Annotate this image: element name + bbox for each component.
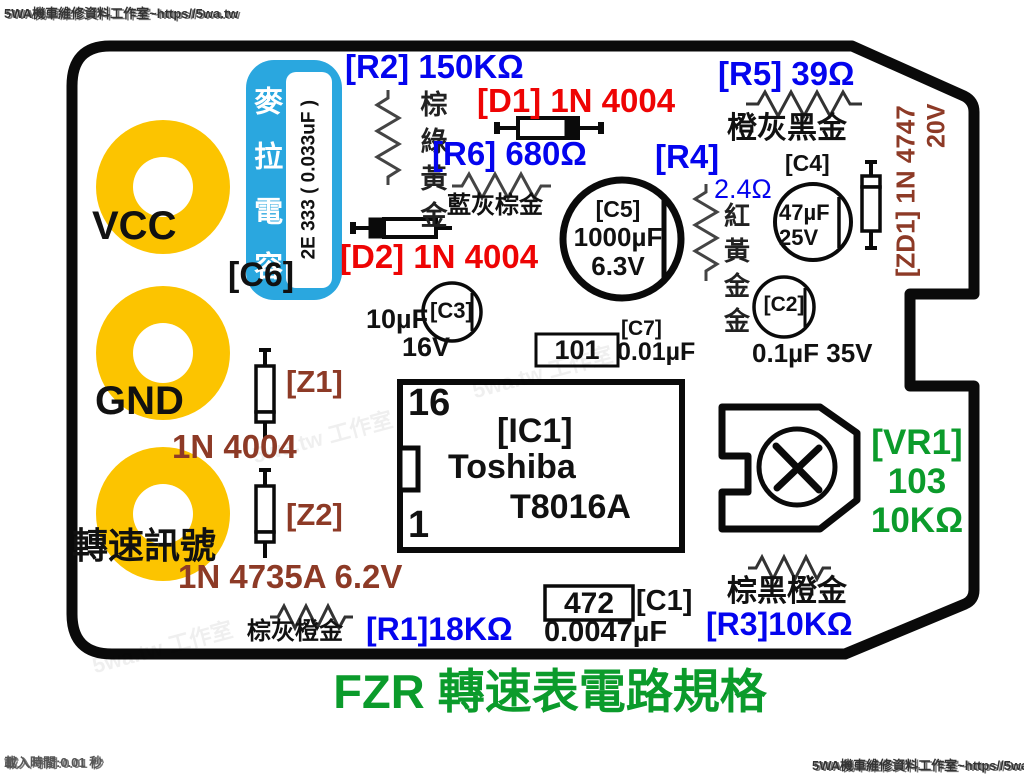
r6-bands-label: 藍灰棕金 [447, 192, 543, 219]
c2-value-label: 0.1µF 35V [752, 338, 873, 368]
r3-label: [R3]10KΩ [706, 606, 853, 642]
c5-volt-label: 6.3V [591, 251, 645, 281]
z1-ref-label: [Z1] [286, 364, 343, 399]
d1-diode-icon [494, 116, 604, 140]
z1-diode-icon [254, 348, 276, 438]
r5-bands-label: 橙灰黑金 [727, 112, 847, 145]
r6-label: [R6] 680Ω [432, 135, 587, 172]
z2-diode-icon [254, 468, 276, 558]
zd1-volt-label: 20V [922, 103, 951, 148]
c5-value-label: 1000µF [573, 222, 663, 252]
c4-capacitor-icon [773, 182, 853, 262]
d2-diode-icon [350, 217, 452, 239]
c6-capacitor-body [246, 60, 342, 300]
pad-ring-vcc [96, 120, 230, 254]
ic1-body [397, 379, 685, 553]
r1-bands-label: 棕灰橙金 [247, 618, 343, 645]
watermark-bottom-left: 載入時間:0.01 秒 [4, 755, 103, 770]
d1-label: [D1] 1N 4004 [477, 82, 676, 119]
r3-resistor-icon [748, 553, 831, 583]
c6-ref-label: [C6] [228, 256, 295, 294]
ic1-part-label: T8016A [510, 488, 631, 526]
r1-resistor-icon [270, 602, 353, 632]
c3-value-label: 10µF [366, 304, 429, 334]
r1-label: [R1]18KΩ [366, 611, 513, 647]
ic1-pin1-label: 1 [408, 504, 430, 546]
zd1-diode-icon [860, 160, 882, 250]
watermark-bottom-right: 5WA機車維修資料工作室~https//5wa.tw [812, 758, 1024, 773]
r5-label: [R5] 39Ω [718, 55, 855, 92]
pad-label-gnd: GND [95, 379, 184, 423]
r2-label: [R2] 150KΩ [345, 48, 524, 85]
r4-ref-label: [R4] [655, 138, 720, 175]
c1-code-box [543, 584, 635, 622]
c4-volt-label: 25V [779, 225, 819, 250]
c7-code-box [534, 332, 620, 368]
r5-resistor-icon [746, 88, 862, 120]
watermark-top-left: 5WA機車維修資料工作室~https//5wa.tw [4, 6, 239, 21]
c1-ref-label: [C1] [636, 585, 693, 617]
vr1-ref-label: [VR1] [871, 423, 963, 462]
r2-resistor-icon [374, 90, 402, 185]
vr1-code-label: 103 [887, 462, 947, 501]
z2-ref-label: [Z2] [286, 497, 343, 532]
c2-ref-label: [C2] [763, 293, 805, 316]
c3-volt-label: 16V [402, 332, 451, 362]
pad-ring-signal [96, 447, 230, 581]
ic1-brand-label: Toshiba [448, 448, 576, 486]
c4-value-label: 47µF [779, 200, 830, 225]
ic1-ref-label: [IC1] [497, 412, 573, 450]
vr1-value-label: 10KΩ [870, 501, 964, 540]
z2-part-label: 1N 4735A 6.2V [178, 558, 403, 595]
c3-capacitor-icon [421, 281, 483, 343]
d2-label: [D2] 1N 4004 [340, 238, 539, 275]
pad-ring-gnd [96, 286, 230, 420]
c7-ref-label: [C7] [621, 317, 662, 340]
c7-code-label: 101 [554, 335, 600, 365]
c5-capacitor-icon [559, 176, 685, 302]
c7-value-label: 0.01µF [617, 338, 696, 366]
c3-ref-label: [C3] [430, 298, 473, 323]
c1-value-label: 0.0047µF [544, 616, 668, 648]
pad-label-vcc: VCC [92, 204, 177, 248]
c1-code-label: 472 [563, 587, 615, 620]
c5-ref-label: [C5] [595, 196, 641, 222]
r4-value-label: 2.4Ω [714, 174, 772, 204]
r6-resistor-icon [452, 170, 551, 202]
c6-value-label: 2E 333 ( 0.033uF ) [298, 99, 320, 260]
ic1-pin16-label: 16 [408, 382, 451, 424]
r2-bands-label: 棕綠黃金 [416, 90, 447, 238]
r4-resistor-icon [692, 184, 720, 281]
z1-part-label: 1N 4004 [172, 428, 297, 465]
c4-ref-label: [C4] [785, 150, 830, 176]
c2-capacitor-icon [752, 275, 816, 339]
page-title: FZR 轉速表電路規格 [333, 665, 767, 718]
r3-bands-label: 棕黑橙金 [727, 575, 847, 608]
vr1-trimmer-icon [718, 403, 861, 533]
zd1-label: [ZD1] 1N 4747 [890, 105, 921, 278]
r4-bands-label: 紅黃金金 [720, 202, 751, 342]
pad-label-signal: 轉速訊號 [72, 525, 217, 566]
c6-type-label: 麥拉電容 [249, 86, 282, 306]
